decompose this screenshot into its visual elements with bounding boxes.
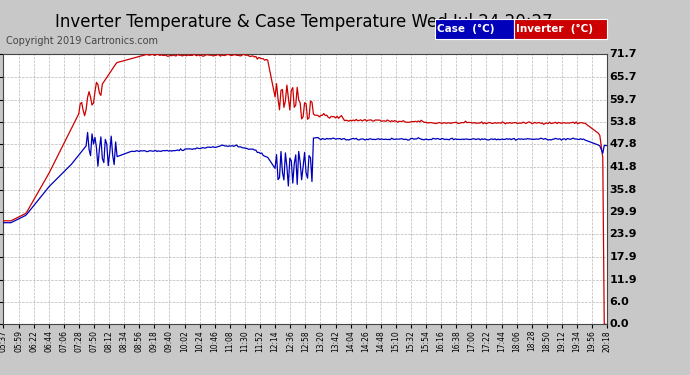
- Text: 11.9: 11.9: [609, 274, 637, 285]
- Text: 0.0: 0.0: [609, 320, 629, 329]
- Text: 59.7: 59.7: [609, 94, 637, 105]
- Text: 53.8: 53.8: [609, 117, 636, 127]
- Text: 29.9: 29.9: [609, 207, 637, 217]
- Text: Inverter  (°C): Inverter (°C): [516, 24, 593, 34]
- Text: 6.0: 6.0: [609, 297, 629, 307]
- Text: 23.9: 23.9: [609, 230, 637, 239]
- Text: Inverter Temperature & Case Temperature Wed Jul 24 20:27: Inverter Temperature & Case Temperature …: [55, 13, 553, 31]
- Text: 17.9: 17.9: [609, 252, 637, 262]
- Text: 47.8: 47.8: [609, 140, 637, 149]
- Text: 41.8: 41.8: [609, 162, 637, 172]
- Text: 65.7: 65.7: [609, 72, 637, 82]
- Text: Case  (°C): Case (°C): [437, 24, 494, 34]
- Text: Copyright 2019 Cartronics.com: Copyright 2019 Cartronics.com: [6, 36, 157, 46]
- Text: 35.8: 35.8: [609, 184, 636, 195]
- Text: 71.7: 71.7: [609, 50, 637, 59]
